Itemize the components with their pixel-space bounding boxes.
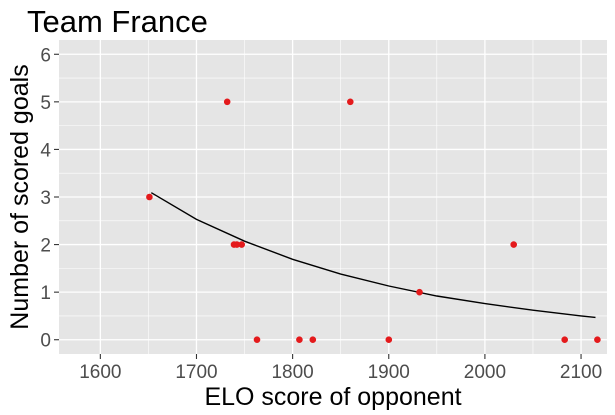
data-point <box>309 336 317 344</box>
y-tick-label: 4 <box>40 140 51 161</box>
data-point <box>223 98 231 106</box>
data-point <box>416 288 423 296</box>
data-point <box>594 336 601 344</box>
data-point <box>296 336 303 344</box>
chart-title: Team France <box>27 4 208 39</box>
data-point <box>561 336 568 344</box>
y-axis-title: Number of scored goals <box>6 64 34 329</box>
data-point <box>238 241 245 248</box>
data-points <box>146 98 601 344</box>
y-tick-label: 0 <box>40 331 51 352</box>
x-tick-label: 1700 <box>175 362 217 383</box>
data-point <box>233 241 241 248</box>
x-axis-title: ELO score of opponent <box>204 383 461 411</box>
x-tick-label: 1900 <box>368 362 410 383</box>
data-point <box>510 241 517 248</box>
x-tick-label: 1800 <box>271 362 313 383</box>
fit-line <box>150 192 596 319</box>
data-point <box>347 98 354 106</box>
x-tick-label: 2100 <box>560 362 602 383</box>
data-point <box>253 336 261 344</box>
y-tick-label: 2 <box>40 236 51 257</box>
y-tick-label: 3 <box>40 188 51 209</box>
data-point <box>146 193 153 201</box>
y-tick-label: 5 <box>40 93 51 114</box>
axis-ticks: 1600 1700 1800 1900 2000 2100 0 1 2 3 4 5 6 <box>40 45 602 383</box>
x-tick-label: 1600 <box>79 362 121 383</box>
data-point <box>385 336 393 344</box>
y-tick-label: 6 <box>40 45 51 66</box>
x-tick-label: 2000 <box>464 362 506 383</box>
y-tick-label: 1 <box>40 283 51 304</box>
fit-line-group <box>150 192 596 319</box>
